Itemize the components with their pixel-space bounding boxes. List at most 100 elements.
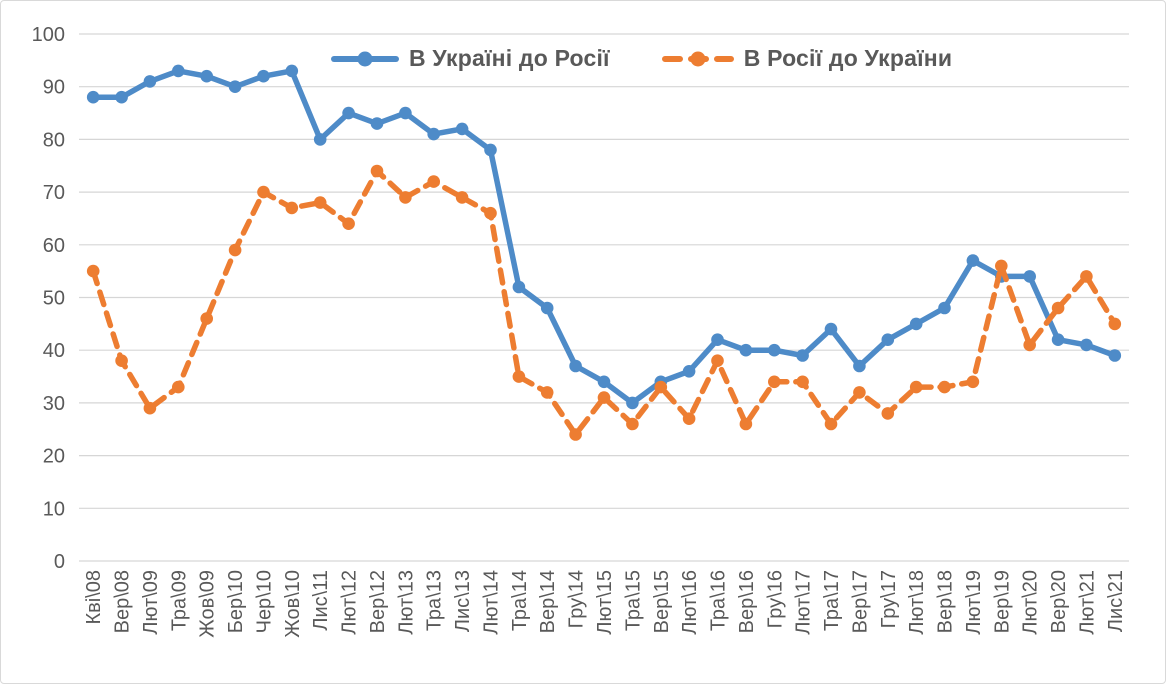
data-point-marker [172, 380, 185, 394]
data-point-marker [342, 106, 355, 120]
series-in-russia-to-ukraine [86, 164, 1122, 441]
legend-label-russia-series: В Росії до України [743, 45, 953, 71]
data-point-marker [540, 386, 554, 399]
data-point-marker [1080, 270, 1093, 283]
data-point-marker [853, 359, 866, 373]
data-point-marker [427, 127, 441, 141]
data-point-marker [399, 106, 412, 120]
data-point-marker [569, 359, 582, 373]
x-tick-label: Гру\16 [764, 570, 786, 628]
x-tick-label: Вер\18 [935, 570, 957, 633]
data-point-marker [682, 365, 696, 378]
chart-legend: В Україні до Росії В Росії до України [331, 45, 952, 72]
x-tick-label: Лют\17 [793, 570, 815, 635]
x-tick-label: Вер\16 [736, 570, 758, 633]
solid-line-marker-icon [331, 51, 399, 66]
data-point-marker [881, 407, 895, 420]
x-tick-label: Лис\21 [1105, 570, 1127, 632]
x-tick-label: Лис\13 [452, 570, 474, 632]
x-tick-label: Тра\14 [509, 570, 531, 631]
data-point-marker [1051, 333, 1065, 347]
data-point-marker [143, 75, 157, 88]
x-tick-label: Лют\15 [594, 570, 616, 635]
y-tick-label: 80 [43, 129, 65, 151]
data-point-marker [228, 80, 242, 93]
x-tick-label: Лют\20 [1020, 570, 1042, 635]
data-point-marker [399, 191, 412, 204]
y-tick-label: 70 [43, 182, 65, 204]
x-tick-label: Вер\19 [991, 570, 1013, 633]
data-point-marker [909, 380, 923, 394]
data-point-marker [285, 64, 299, 78]
x-tick-label: Вер\15 [651, 570, 673, 633]
x-tick-label: Тра\15 [622, 570, 644, 631]
data-point-marker [115, 354, 128, 368]
x-tick-label: Тра\13 [424, 570, 446, 631]
data-point-marker [455, 191, 469, 204]
data-point-marker [796, 375, 809, 389]
x-tick-label: Лют\16 [679, 570, 701, 635]
data-point-marker [484, 206, 497, 220]
x-tick-label: Тра\16 [708, 570, 730, 631]
data-point-marker [228, 243, 242, 257]
data-point-marker [342, 217, 355, 230]
data-point-marker [739, 343, 753, 357]
dashed-line-marker-icon [661, 51, 734, 66]
data-point-marker [909, 317, 923, 331]
x-tick-label: Тра\09 [168, 570, 190, 631]
data-point-marker [739, 417, 753, 431]
x-tick-label: Вер\12 [367, 570, 389, 633]
x-tick-label: Вер\20 [1048, 570, 1070, 633]
x-tick-label: Лют\21 [1076, 570, 1098, 635]
y-tick-label: 60 [43, 235, 65, 257]
data-point-marker [626, 417, 639, 431]
y-tick-label: 0 [54, 551, 65, 573]
data-point-marker [512, 280, 526, 294]
data-point-marker [597, 391, 611, 404]
data-point-marker [966, 254, 980, 267]
x-tick-label: Лис\11 [310, 570, 332, 631]
data-point-marker [484, 143, 497, 157]
legend-label-ukraine-series: В Україні до Росії [409, 45, 610, 71]
x-tick-label: Лют\18 [906, 570, 928, 635]
data-point-marker [682, 412, 696, 426]
data-point-marker [796, 349, 809, 362]
data-point-marker [370, 117, 384, 130]
data-point-marker [143, 401, 157, 415]
data-point-marker [86, 264, 100, 278]
data-point-marker [1051, 301, 1065, 315]
x-tick-label: Жов\09 [197, 570, 219, 638]
data-point-marker [711, 333, 724, 347]
data-point-marker [1080, 338, 1093, 352]
data-point-marker [711, 354, 724, 368]
y-tick-label: 40 [43, 340, 65, 362]
x-tick-label: Гру\17 [878, 570, 900, 628]
data-point-marker [824, 417, 838, 431]
x-tick-label: Лют\12 [339, 570, 361, 635]
data-point-marker [257, 69, 270, 83]
data-point-marker [938, 301, 951, 315]
data-point-marker [285, 201, 299, 215]
series-in-ukraine-to-russia [86, 64, 1122, 410]
data-point-marker [313, 196, 327, 209]
x-tick-label: Лют\19 [963, 570, 985, 635]
data-point-marker [824, 322, 838, 336]
data-point-marker [881, 333, 895, 347]
data-point-marker [995, 259, 1008, 273]
legend-item-in-ukraine-to-russia: В Україні до Росії [331, 45, 610, 72]
x-tick-label: Бер\10 [225, 570, 247, 633]
data-point-marker [370, 164, 384, 178]
x-tick-label: Вер\08 [112, 570, 134, 633]
data-point-marker [172, 64, 185, 78]
x-tick-label: Тра\17 [821, 570, 843, 631]
data-point-marker [427, 175, 441, 188]
y-tick-label: 20 [43, 446, 65, 468]
x-tick-label: Гру\14 [566, 570, 588, 628]
data-point-marker [313, 133, 327, 146]
data-point-marker [1023, 338, 1036, 352]
data-point-marker [768, 375, 781, 389]
x-tick-label: Кві\08 [83, 570, 105, 625]
y-tick-label: 50 [43, 288, 65, 310]
data-point-marker [1108, 317, 1122, 331]
